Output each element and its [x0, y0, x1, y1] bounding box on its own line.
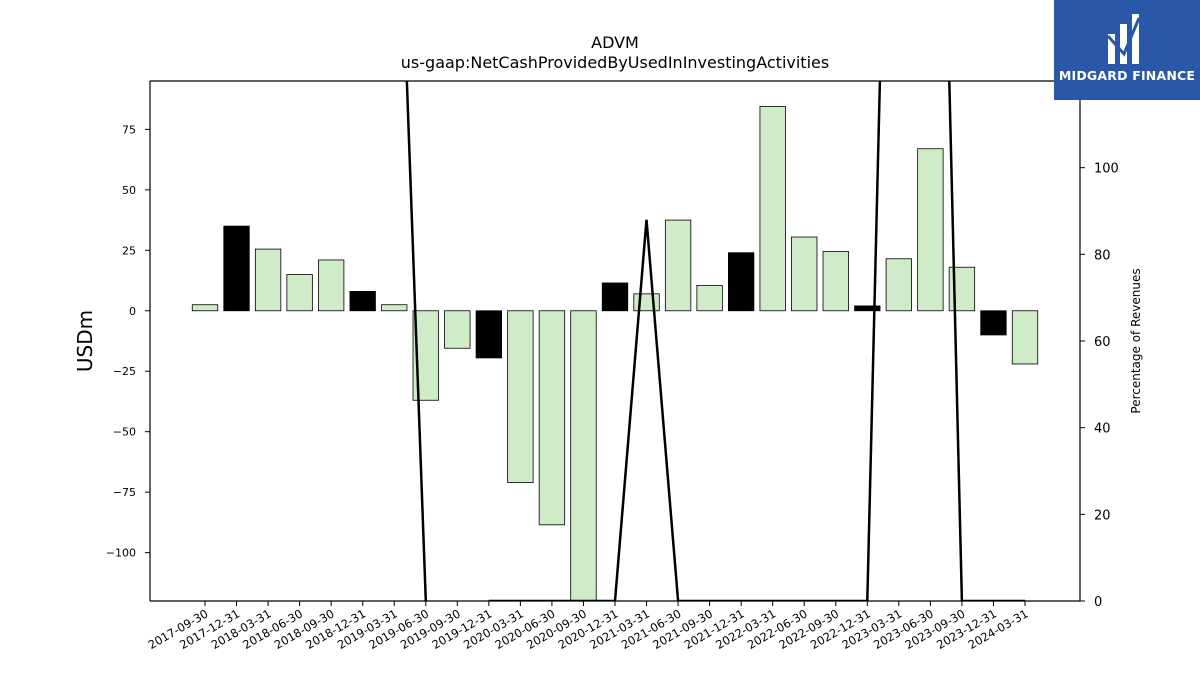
y2-tick-label: 100 [1094, 162, 1119, 177]
y-tick-label: 25 [122, 244, 136, 257]
bar [980, 310, 1007, 336]
bar [728, 252, 755, 312]
bar [538, 310, 566, 526]
y2-tick-label: 20 [1094, 508, 1111, 523]
y-tick-label: 75 [122, 123, 136, 136]
bar [254, 248, 282, 312]
bar [318, 259, 345, 312]
chart-subtitle: us-gaap:NetCashProvidedByUsedInInvesting… [401, 53, 829, 72]
bar [633, 293, 660, 312]
y-axis-label: USDm [73, 310, 97, 372]
y2-axis-label: Percentage of Revenues [1129, 268, 1143, 413]
bar [349, 291, 376, 312]
y-tick-label: 50 [122, 184, 136, 197]
logo-text: MIDGARD FINANCE [1058, 68, 1196, 83]
plot-area: −100−75−50−2502550750204060801002017-09-… [106, 80, 1119, 652]
bar [791, 236, 818, 312]
y2-tick-label: 0 [1094, 595, 1102, 610]
y-tick-label: −25 [113, 365, 136, 378]
bars [191, 81, 1039, 601]
bar [286, 274, 313, 312]
revenue-pct-line [405, 81, 1025, 601]
bar [444, 310, 471, 349]
y-tick-label: −100 [106, 547, 136, 560]
bar [854, 305, 881, 312]
bar [507, 310, 534, 483]
midgard-logo-icon [1106, 14, 1141, 64]
y-tick-label: −50 [113, 426, 136, 439]
bar [917, 148, 944, 312]
bar [601, 282, 629, 312]
y-tick-label: 0 [129, 305, 136, 318]
bar [1011, 310, 1039, 365]
y-tick-label: −75 [113, 486, 136, 499]
bar [759, 105, 786, 312]
bar [191, 304, 219, 312]
bar [570, 310, 597, 601]
chart-title: ADVM [591, 33, 639, 52]
bar [475, 310, 502, 359]
bar [664, 219, 692, 312]
y2-tick-label: 80 [1094, 248, 1111, 263]
bar [885, 258, 912, 312]
y2-tick-label: 60 [1094, 335, 1111, 350]
bar [381, 304, 408, 312]
y2-tick-label: 40 [1094, 422, 1111, 437]
bar [822, 251, 849, 312]
bar [223, 225, 250, 312]
bar [696, 284, 723, 312]
brand-logo: MIDGARD FINANCE [1054, 0, 1200, 100]
